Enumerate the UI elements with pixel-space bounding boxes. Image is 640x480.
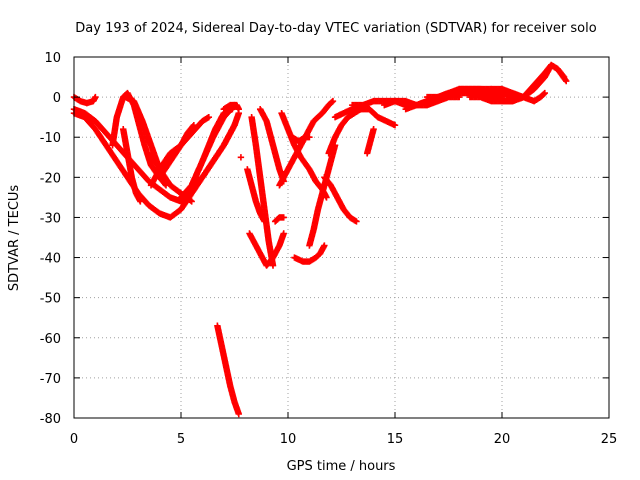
- x-tick-label: 15: [387, 432, 404, 447]
- plot-frame: [73, 56, 610, 419]
- y-tick-label: -40: [40, 252, 61, 267]
- y-axis-title: SDTVAR / TECUs: [7, 185, 22, 292]
- data-point: [321, 242, 328, 249]
- data-point: [261, 218, 268, 225]
- data-point: [280, 230, 287, 237]
- data-point: [92, 93, 99, 101]
- y-tick-label: -10: [40, 131, 61, 146]
- y-tick-label: -60: [40, 332, 61, 347]
- data-point: [235, 410, 242, 418]
- data-point: [329, 97, 337, 105]
- x-tick-label: 10: [280, 432, 297, 447]
- data-points: [70, 61, 570, 418]
- data-point: [560, 73, 568, 81]
- y-tick-label: -70: [40, 372, 61, 387]
- x-tick-label: 25: [601, 432, 618, 447]
- data-point: [323, 194, 330, 201]
- data-point: [159, 162, 167, 170]
- x-tick-label: 5: [177, 432, 185, 447]
- y-tick-label: -20: [40, 171, 61, 186]
- y-tick-label: -50: [40, 292, 61, 307]
- data-point: [188, 198, 195, 205]
- y-tick-label: 10: [44, 51, 61, 66]
- data-point: [353, 218, 360, 225]
- data-point: [280, 214, 287, 221]
- x-tick-label: 20: [494, 432, 511, 447]
- data-point: [560, 72, 567, 80]
- data-point: [137, 198, 144, 205]
- x-tick-label: 0: [70, 432, 78, 447]
- data-point: [391, 121, 399, 129]
- y-tick-label: -80: [40, 412, 61, 427]
- data-point: [237, 154, 245, 161]
- data-point: [370, 126, 377, 133]
- data-point: [205, 113, 213, 121]
- x-axis-title: GPS time / hours: [287, 459, 396, 474]
- y-tick-label: 0: [53, 91, 61, 106]
- data-point: [540, 90, 548, 98]
- data-point: [328, 98, 336, 106]
- data-point: [306, 134, 313, 141]
- data-point: [563, 77, 570, 85]
- data-point: [269, 262, 277, 269]
- axis-ticks: 0 5 10 15 20 25 10 0 -10 -20 -30 -40 -50 -60 -70 -80: [40, 51, 618, 447]
- y-tick-label: -30: [40, 211, 61, 226]
- grid: [74, 57, 609, 418]
- data-point: [187, 197, 194, 204]
- data-point: [160, 162, 168, 169]
- data-point: [541, 89, 548, 97]
- data-point: [235, 105, 242, 113]
- chart-title: Day 193 of 2024, Sidereal Day-to-day VTE…: [75, 21, 596, 36]
